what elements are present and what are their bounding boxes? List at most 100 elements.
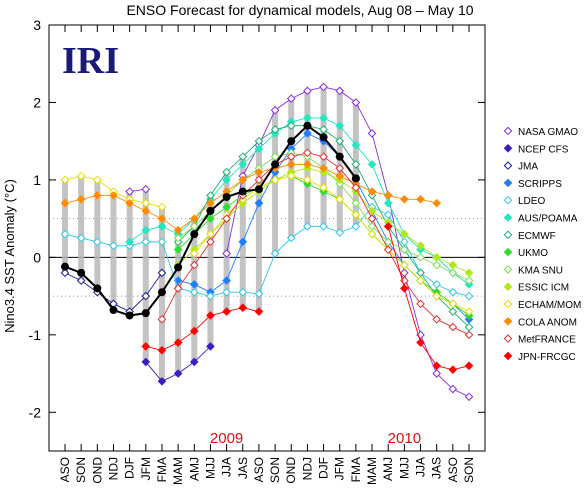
mean-point bbox=[61, 262, 69, 271]
mean-point bbox=[335, 152, 344, 161]
x-tick-label: JJA bbox=[220, 457, 234, 477]
series-point bbox=[464, 307, 474, 316]
series-point bbox=[254, 136, 264, 146]
mean-point bbox=[141, 309, 150, 318]
legend-marker bbox=[503, 265, 513, 274]
series-point bbox=[416, 268, 425, 278]
x-tick-label: JFM bbox=[139, 457, 153, 480]
legend-marker bbox=[503, 161, 513, 170]
series-point bbox=[60, 198, 70, 208]
series-point bbox=[173, 233, 183, 243]
x-tick-label: ASO bbox=[446, 457, 460, 482]
series-point bbox=[319, 183, 328, 192]
spread-bar bbox=[175, 230, 182, 374]
x-tick-label: AMJ bbox=[381, 457, 395, 481]
series-point bbox=[270, 175, 280, 185]
series-line bbox=[226, 86, 470, 398]
series-point bbox=[351, 183, 361, 192]
x-tick-label: SON bbox=[462, 457, 476, 483]
year-label-2009: 2009 bbox=[210, 430, 243, 447]
series-point bbox=[173, 225, 183, 235]
series-point bbox=[464, 361, 474, 371]
spread-bar bbox=[336, 90, 343, 233]
series-point bbox=[400, 194, 409, 204]
legend-marker bbox=[503, 195, 513, 205]
x-tick-label: FMA bbox=[349, 457, 363, 482]
series-point bbox=[206, 342, 215, 351]
series-point bbox=[173, 284, 183, 293]
series-point bbox=[157, 376, 167, 386]
series-point bbox=[157, 237, 167, 247]
y-tick-label: 0 bbox=[33, 249, 41, 265]
series-point bbox=[222, 214, 231, 223]
series-point bbox=[335, 163, 345, 173]
spread-bar bbox=[239, 156, 246, 308]
series-point bbox=[335, 171, 345, 181]
legend-marker bbox=[503, 213, 513, 222]
series-point bbox=[286, 94, 296, 103]
series-point bbox=[222, 175, 231, 185]
series-point bbox=[432, 280, 441, 289]
legend-label: KMA SNU bbox=[518, 265, 563, 276]
series-point bbox=[60, 175, 70, 185]
spread-bar bbox=[207, 195, 214, 347]
x-tick-label: SON bbox=[268, 457, 282, 483]
series-point bbox=[76, 276, 86, 285]
series-point bbox=[286, 152, 296, 161]
series-point bbox=[464, 291, 474, 301]
series-point bbox=[367, 160, 377, 169]
series-point bbox=[270, 249, 280, 258]
legend-label: AUS/POAMA bbox=[518, 214, 578, 225]
chart-title: ENSO Forecast for dynamical models, Aug … bbox=[126, 2, 473, 18]
series-point bbox=[254, 198, 264, 208]
series-point bbox=[157, 268, 167, 278]
legend-label: SCRIPPS bbox=[518, 179, 562, 190]
series-point bbox=[416, 338, 425, 347]
spread-bar bbox=[223, 172, 230, 312]
series-point bbox=[432, 361, 441, 371]
series-point bbox=[222, 276, 231, 285]
series-point bbox=[270, 125, 280, 134]
x-tick-label: ASO bbox=[252, 457, 266, 482]
series-point bbox=[367, 229, 377, 239]
legend-label: JMA bbox=[518, 162, 538, 173]
legend-marker bbox=[503, 230, 513, 240]
series-point bbox=[254, 289, 264, 299]
series-point bbox=[254, 175, 264, 185]
series-point bbox=[383, 198, 393, 208]
x-tick-label: OND bbox=[90, 457, 104, 484]
series-line bbox=[129, 117, 470, 285]
series-point bbox=[303, 175, 312, 185]
series-point bbox=[206, 198, 215, 208]
series-point bbox=[416, 194, 425, 204]
legend-marker bbox=[503, 282, 513, 292]
series-point bbox=[76, 233, 86, 243]
series-point bbox=[416, 276, 425, 285]
series-point bbox=[60, 268, 70, 278]
x-tick-label: JFM bbox=[333, 457, 347, 480]
series-point bbox=[432, 291, 441, 301]
series-point bbox=[238, 152, 248, 161]
series-point bbox=[254, 144, 264, 154]
series-point bbox=[432, 198, 441, 208]
series-point bbox=[367, 187, 377, 196]
series-point bbox=[303, 222, 312, 231]
legend-marker bbox=[503, 178, 513, 188]
series-point bbox=[448, 384, 458, 394]
series-point bbox=[189, 222, 199, 231]
series-point bbox=[157, 346, 167, 355]
series-point bbox=[93, 175, 102, 185]
series-point bbox=[157, 202, 167, 212]
series-point bbox=[93, 237, 102, 247]
series-point bbox=[400, 229, 409, 239]
x-tick-label: MJJ bbox=[203, 457, 217, 479]
series-point bbox=[141, 206, 151, 216]
series-point bbox=[303, 160, 312, 169]
series-point bbox=[319, 82, 328, 92]
series-point bbox=[206, 237, 215, 247]
series-point bbox=[303, 148, 312, 158]
spread-bar bbox=[62, 179, 68, 273]
series-point bbox=[222, 307, 231, 316]
mean-point bbox=[206, 206, 215, 215]
